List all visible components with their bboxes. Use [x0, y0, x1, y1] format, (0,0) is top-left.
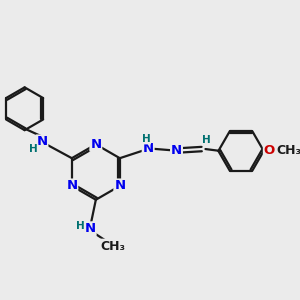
- Text: CH₃: CH₃: [100, 239, 125, 253]
- Text: H: H: [202, 135, 211, 145]
- Text: N: N: [142, 142, 154, 155]
- Text: N: N: [85, 222, 96, 235]
- Text: N: N: [90, 138, 101, 151]
- Text: N: N: [36, 135, 47, 148]
- Text: H: H: [29, 144, 38, 154]
- Text: O: O: [264, 144, 275, 158]
- Text: N: N: [66, 179, 77, 192]
- Text: H: H: [142, 134, 150, 144]
- Text: N: N: [114, 179, 125, 192]
- Text: N: N: [171, 144, 182, 157]
- Text: H: H: [76, 220, 85, 231]
- Text: CH₃: CH₃: [276, 144, 300, 158]
